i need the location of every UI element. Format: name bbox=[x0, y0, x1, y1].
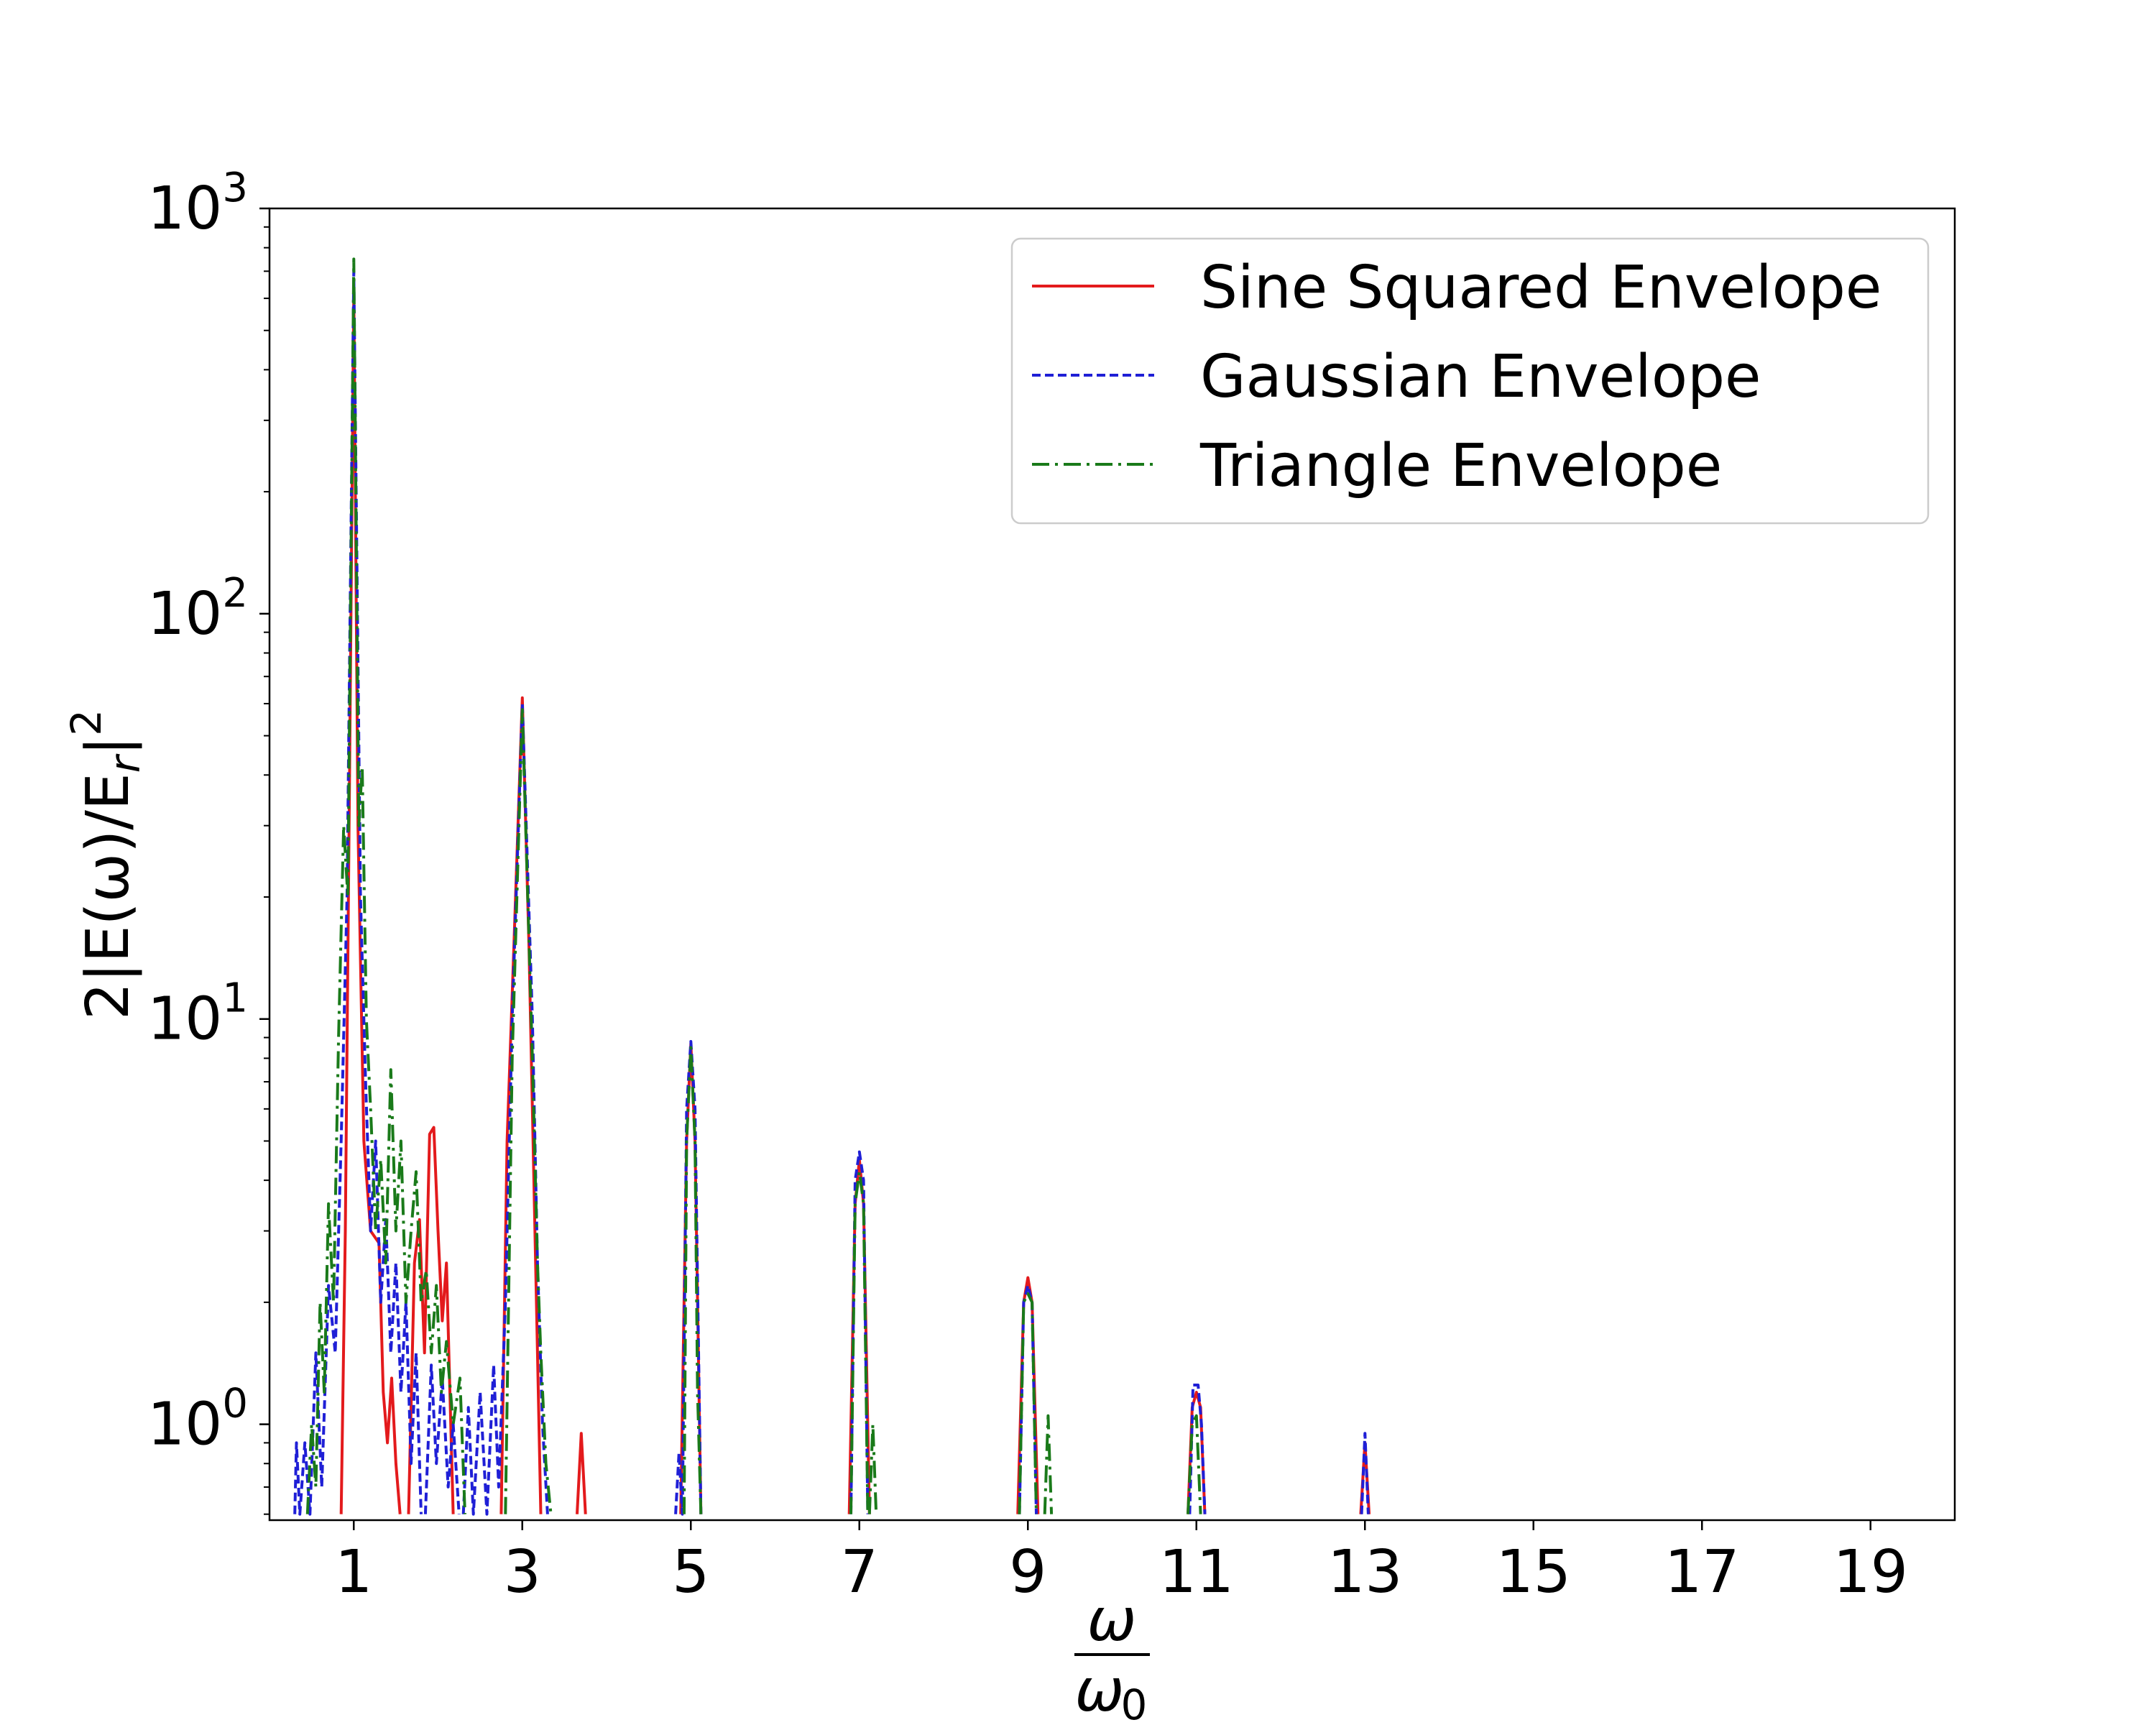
legend-label-gaussian: Gaussian Envelope bbox=[1200, 343, 1761, 411]
x-tick-label: 13 bbox=[1327, 1538, 1402, 1606]
y-tick-label: 100 bbox=[147, 1381, 248, 1459]
y-tick-label: 103 bbox=[147, 165, 248, 243]
x-tick-label: 9 bbox=[1009, 1538, 1046, 1606]
y-tick-label: 101 bbox=[147, 975, 248, 1054]
x-axis-label-denominator: ω bbox=[1075, 1657, 1125, 1725]
x-tick-label: 17 bbox=[1664, 1538, 1739, 1606]
y-axis-label-suffix: | bbox=[74, 736, 142, 756]
legend-frame bbox=[1010, 237, 1930, 525]
series-1-line-segment-1 bbox=[423, 1363, 461, 1514]
legend: Sine Squared Envelope Gaussian Envelope … bbox=[1010, 237, 1930, 525]
series-1-line-segment-6 bbox=[1188, 1384, 1207, 1514]
series-1-line-segment-7 bbox=[1360, 1432, 1370, 1514]
series-1-line-segment-0 bbox=[293, 270, 423, 1516]
x-tick-label: 1 bbox=[335, 1538, 372, 1606]
x-tick-label: 19 bbox=[1833, 1538, 1908, 1606]
x-axis-label-numerator: ω bbox=[1087, 1586, 1137, 1655]
series-2-line-segment-5 bbox=[1018, 1292, 1038, 1514]
series-2-line-segment-3 bbox=[849, 1170, 870, 1514]
series-0-line-segment-3 bbox=[576, 1432, 587, 1514]
series-lines bbox=[293, 257, 1371, 1516]
x-tick-label: 5 bbox=[672, 1538, 709, 1606]
series-0-line-segment-8 bbox=[1359, 1441, 1371, 1514]
series-2-line-segment-0 bbox=[305, 257, 466, 1514]
legend-label-triangle: Triangle Envelope bbox=[1199, 432, 1722, 500]
plot-area-frame bbox=[268, 207, 1956, 1522]
x-tick-label: 3 bbox=[504, 1538, 541, 1606]
x-axis-label-denominator-subscript: 0 bbox=[1121, 1680, 1148, 1725]
series-1-line-segment-2 bbox=[461, 702, 549, 1516]
svg-text:2|E(ω)/Er|2: 2|E(ω)/Er|2 bbox=[62, 709, 149, 1020]
series-2-line-segment-1 bbox=[504, 708, 553, 1514]
series-0-line-segment-2 bbox=[499, 696, 543, 1514]
y-axis-label-superscript: 2 bbox=[62, 709, 111, 736]
y-axis: 100 101 102 103 bbox=[147, 165, 270, 1515]
y-axis-label-main: 2|E(ω)/E bbox=[74, 773, 142, 1020]
x-axis-label: ω ω 0 bbox=[1074, 1586, 1150, 1725]
series-2-line-segment-7 bbox=[1187, 1414, 1202, 1514]
x-tick-label: 15 bbox=[1496, 1538, 1571, 1606]
y-tick-label: 102 bbox=[147, 570, 248, 648]
series-2-line-segment-4 bbox=[867, 1422, 878, 1514]
series-2-line-segment-2 bbox=[682, 1046, 703, 1514]
series-1-line-segment-3 bbox=[674, 1040, 703, 1516]
x-tick-label: 11 bbox=[1159, 1538, 1234, 1606]
legend-label-sine: Sine Squared Envelope bbox=[1200, 254, 1881, 322]
y-axis-label-subscript: r bbox=[101, 753, 149, 773]
series-0-line-segment-1 bbox=[407, 1126, 455, 1514]
x-tick-label: 7 bbox=[841, 1538, 878, 1606]
x-axis: 1 3 5 7 9 11 13 15 17 19 bbox=[335, 1520, 1908, 1606]
series-2-line-segment-6 bbox=[1043, 1414, 1054, 1514]
y-axis-label: 2|E(ω)/Er|2 bbox=[62, 709, 149, 1020]
